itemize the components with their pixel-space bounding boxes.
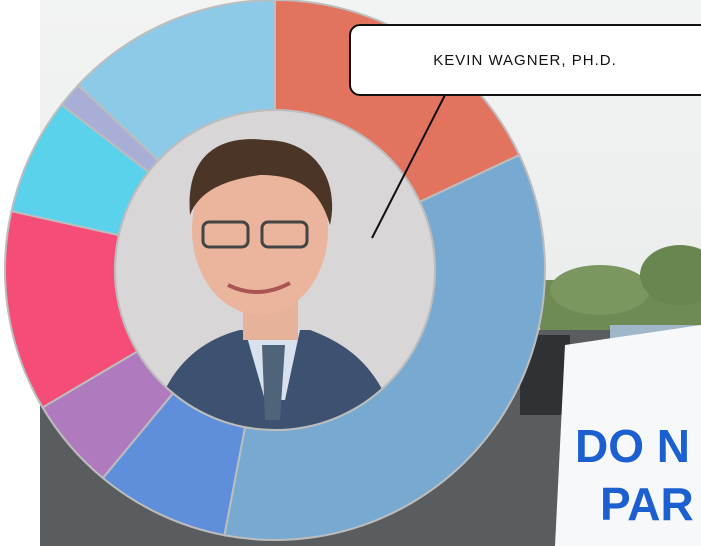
sign-text: DO N	[575, 420, 690, 472]
sign-text: PAR	[600, 478, 694, 530]
page: DO N PAR KEVIN WAGNER, PH.D.	[0, 0, 701, 546]
callout-text: KEVIN WAGNER, PH.D.	[433, 52, 616, 69]
